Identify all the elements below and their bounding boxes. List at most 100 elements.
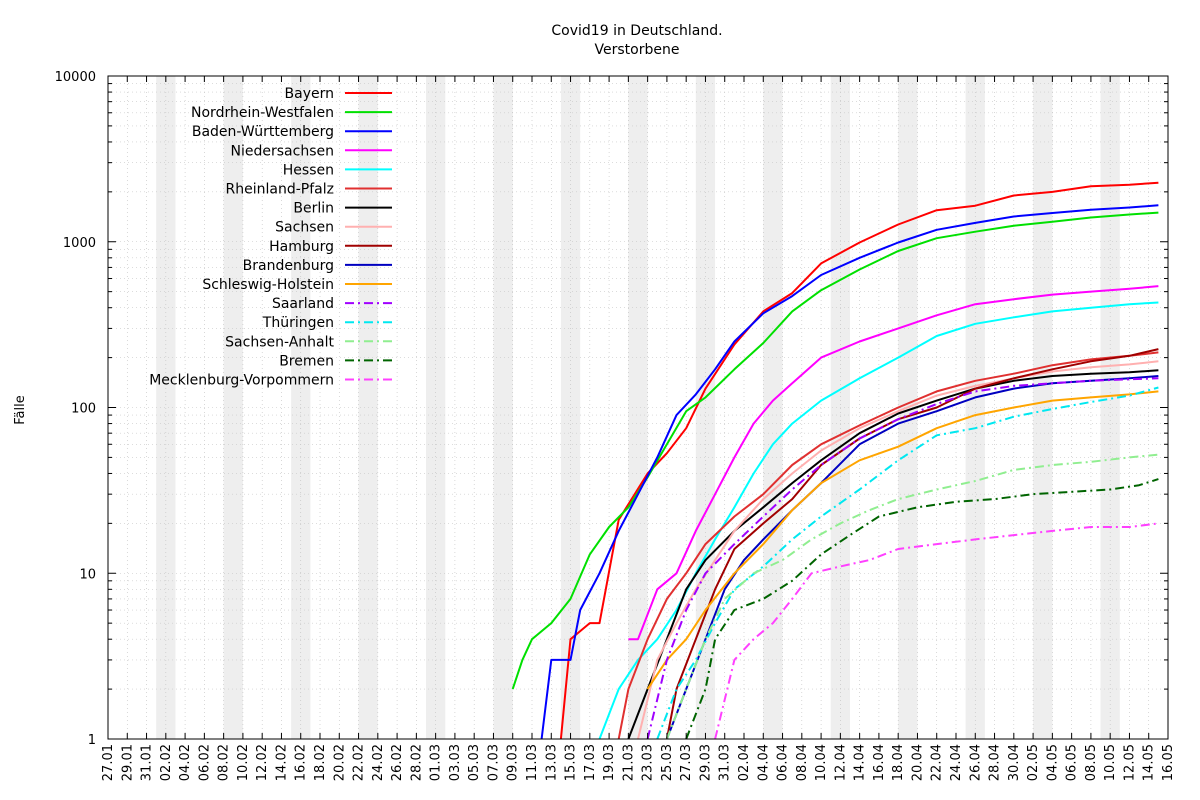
x-tick-label: 31.03 <box>718 744 733 781</box>
x-tick-label: 02.04 <box>737 744 752 781</box>
x-tick-label: 04.04 <box>756 744 771 781</box>
x-tick-label: 30.04 <box>1007 744 1022 781</box>
series-line-rheinland-pfalz <box>617 351 1159 739</box>
x-tick-label: 14.02 <box>274 744 289 781</box>
x-tick-label: 16.02 <box>294 744 309 781</box>
legend-label: Nordrhein-Westfalen <box>191 105 334 121</box>
x-tick-label: 09.03 <box>506 744 521 781</box>
x-tick-label: 15.03 <box>564 744 579 781</box>
x-tick-label: 07.03 <box>486 744 501 781</box>
x-tick-label: 04.05 <box>1045 744 1060 781</box>
series-line-saarland <box>646 377 1159 739</box>
series-line-nordrhein-westfalen <box>511 211 1159 690</box>
x-tick-label: 08.04 <box>795 744 810 781</box>
grid-lines <box>108 76 1168 739</box>
x-tick-label: 14.04 <box>853 744 868 781</box>
legend-label: Bayern <box>285 86 334 102</box>
x-tick-label: 18.02 <box>313 744 328 781</box>
series-line-schleswig-holstein <box>646 390 1159 690</box>
weekend-band <box>1033 76 1053 739</box>
x-tick-label: 05.03 <box>467 744 482 781</box>
y-tick-label: 100 <box>71 402 96 417</box>
x-tick-label: 29.03 <box>698 744 713 781</box>
x-tick-label: 03.03 <box>448 744 463 781</box>
legend-label: Bremen <box>279 353 334 369</box>
y-tick-label: 10 <box>79 567 96 582</box>
series-lines <box>511 181 1159 739</box>
x-tick-label: 04.02 <box>178 744 193 781</box>
x-tick-label: 06.05 <box>1065 744 1080 781</box>
x-tick-label: 06.02 <box>197 744 212 781</box>
legend-label: Sachsen <box>275 220 334 236</box>
weekend-band <box>493 76 513 739</box>
series-line-baden-w-rttemberg <box>540 204 1159 739</box>
x-tick-label: 31.01 <box>140 744 155 781</box>
series-line-berlin <box>627 369 1159 739</box>
legend-label: Mecklenburg-Vorpommern <box>149 373 334 389</box>
x-tick-label: 27.03 <box>679 744 694 781</box>
series-line-sachsen-anhalt <box>665 453 1159 739</box>
x-tick-label: 26.04 <box>968 744 983 781</box>
x-tick-label: 27.01 <box>101 744 116 781</box>
chart-subtitle: Verstorbene <box>595 42 680 58</box>
x-tick-label: 11.03 <box>525 744 540 781</box>
series-line-hessen <box>598 301 1159 739</box>
series-line-bremen <box>685 478 1159 739</box>
x-tick-label: 21.03 <box>621 744 636 781</box>
series-line-th-ringen <box>656 386 1159 739</box>
x-tick-label: 16.05 <box>1161 744 1176 781</box>
y-tick-label: 10000 <box>55 70 96 85</box>
y-tick-label: 1000 <box>63 236 96 251</box>
x-tick-label: 18.04 <box>891 744 906 781</box>
x-tick-label: 10.05 <box>1103 744 1118 781</box>
x-tick-label: 06.04 <box>776 744 791 781</box>
x-tick-label: 22.04 <box>930 744 945 781</box>
legend-label: Sachsen-Anhalt <box>225 334 334 350</box>
series-line-mecklenburg-vorpommern <box>714 522 1159 739</box>
weekend-band <box>1100 76 1120 739</box>
x-tick-label: 24.02 <box>371 744 386 781</box>
legend-label: Thüringen <box>262 315 334 331</box>
x-tick-label: 20.02 <box>332 744 347 781</box>
chart-title: Covid19 in Deutschland. <box>551 23 722 39</box>
x-tick-label: 25.03 <box>660 744 675 781</box>
x-tick-label: 02.05 <box>1026 744 1041 781</box>
x-tick-label: 13.03 <box>544 744 559 781</box>
legend-label: Saarland <box>272 296 334 312</box>
x-tick-label: 22.02 <box>352 744 367 781</box>
legend-label: Rheinland-Pfalz <box>226 182 334 198</box>
series-line-niedersachsen <box>628 285 1159 641</box>
x-tick-label: 29.01 <box>120 744 135 781</box>
x-tick-label: 24.04 <box>949 744 964 781</box>
x-tick-label: 28.02 <box>409 744 424 781</box>
legend-label: Baden-Württemberg <box>192 124 334 140</box>
x-tick-label: 10.02 <box>236 744 251 781</box>
x-tick-label: 28.04 <box>988 744 1003 781</box>
x-tick-label: 01.03 <box>429 744 444 781</box>
x-tick-label: 10.04 <box>814 744 829 781</box>
x-tick-label: 17.03 <box>583 744 598 781</box>
x-tick-label: 12.04 <box>833 744 848 781</box>
x-tick-label: 14.05 <box>1142 744 1157 781</box>
x-tick-label: 16.04 <box>872 744 887 781</box>
y-axis-label: Fälle <box>13 395 28 424</box>
plot-frame <box>107 75 1169 740</box>
series-line-bayern <box>559 181 1159 739</box>
x-tick-label: 19.03 <box>602 744 617 781</box>
x-tick-label: 12.02 <box>255 744 270 781</box>
legend-label: Hessen <box>283 162 334 178</box>
x-tick-label: 08.02 <box>217 744 232 781</box>
x-tick-label: 23.03 <box>641 744 656 781</box>
series-line-sachsen <box>637 360 1159 739</box>
legend: Bayern Nordrhein-Westfalen Baden-Württembe… <box>149 86 392 389</box>
legend-label: Niedersachsen <box>231 143 334 159</box>
x-tick-label: 12.05 <box>1122 744 1137 781</box>
weekend-band <box>560 76 581 739</box>
x-tick-label: 26.02 <box>390 744 405 781</box>
x-tick-label: 02.02 <box>159 744 174 781</box>
weekend-band <box>628 76 648 739</box>
x-tick-label: 20.04 <box>910 744 925 781</box>
axes: 27.01 29.01 31.01 02.02 04.02 06.02 08.02 10.02… <box>55 70 1176 781</box>
